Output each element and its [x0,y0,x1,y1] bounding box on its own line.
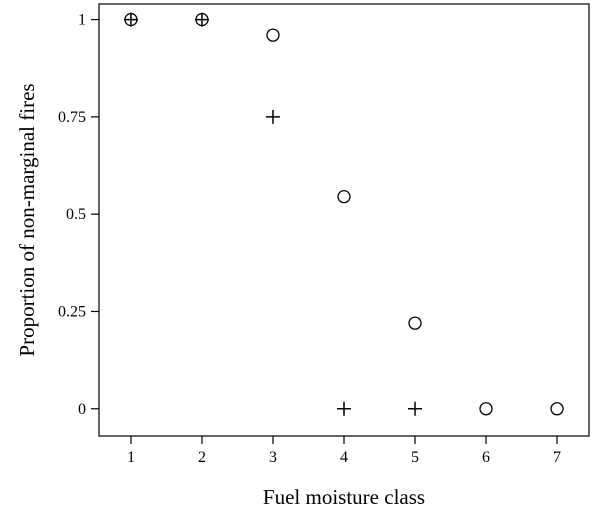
x-tick-label: 2 [198,449,206,466]
circle-point [337,189,351,204]
circle-point [479,402,493,416]
y-tick-label: 0 [78,401,86,418]
circle-point [408,316,422,330]
data-points [123,12,564,416]
x-tick-label: 3 [269,449,277,466]
circle-point [550,402,564,416]
plus-point [123,12,138,27]
y-axis: 0 0.25 0.5 0.75 1 [58,12,99,418]
plus-point [194,12,209,27]
x-axis-title: Fuel moisture class [263,485,425,509]
plot-frame [98,3,590,437]
y-tick-label: 0.25 [58,303,86,320]
x-tick-label: 4 [340,449,348,466]
plus-point [337,401,351,416]
y-tick-label: 1 [78,12,86,29]
x-tick-label: 1 [127,449,135,466]
x-tick-label: 7 [553,449,561,466]
y-axis-title: Proportion of non-marginal fires [15,83,39,356]
x-axis: 1 2 3 4 5 6 7 [127,436,561,466]
x-tick-label: 5 [411,449,419,466]
x-tick-label: 6 [482,449,490,466]
y-tick-label: 0.75 [58,109,86,126]
plus-point [265,109,280,124]
y-tick-label: 0.5 [66,206,86,223]
plus-point [408,401,423,416]
circle-point [266,28,280,42]
